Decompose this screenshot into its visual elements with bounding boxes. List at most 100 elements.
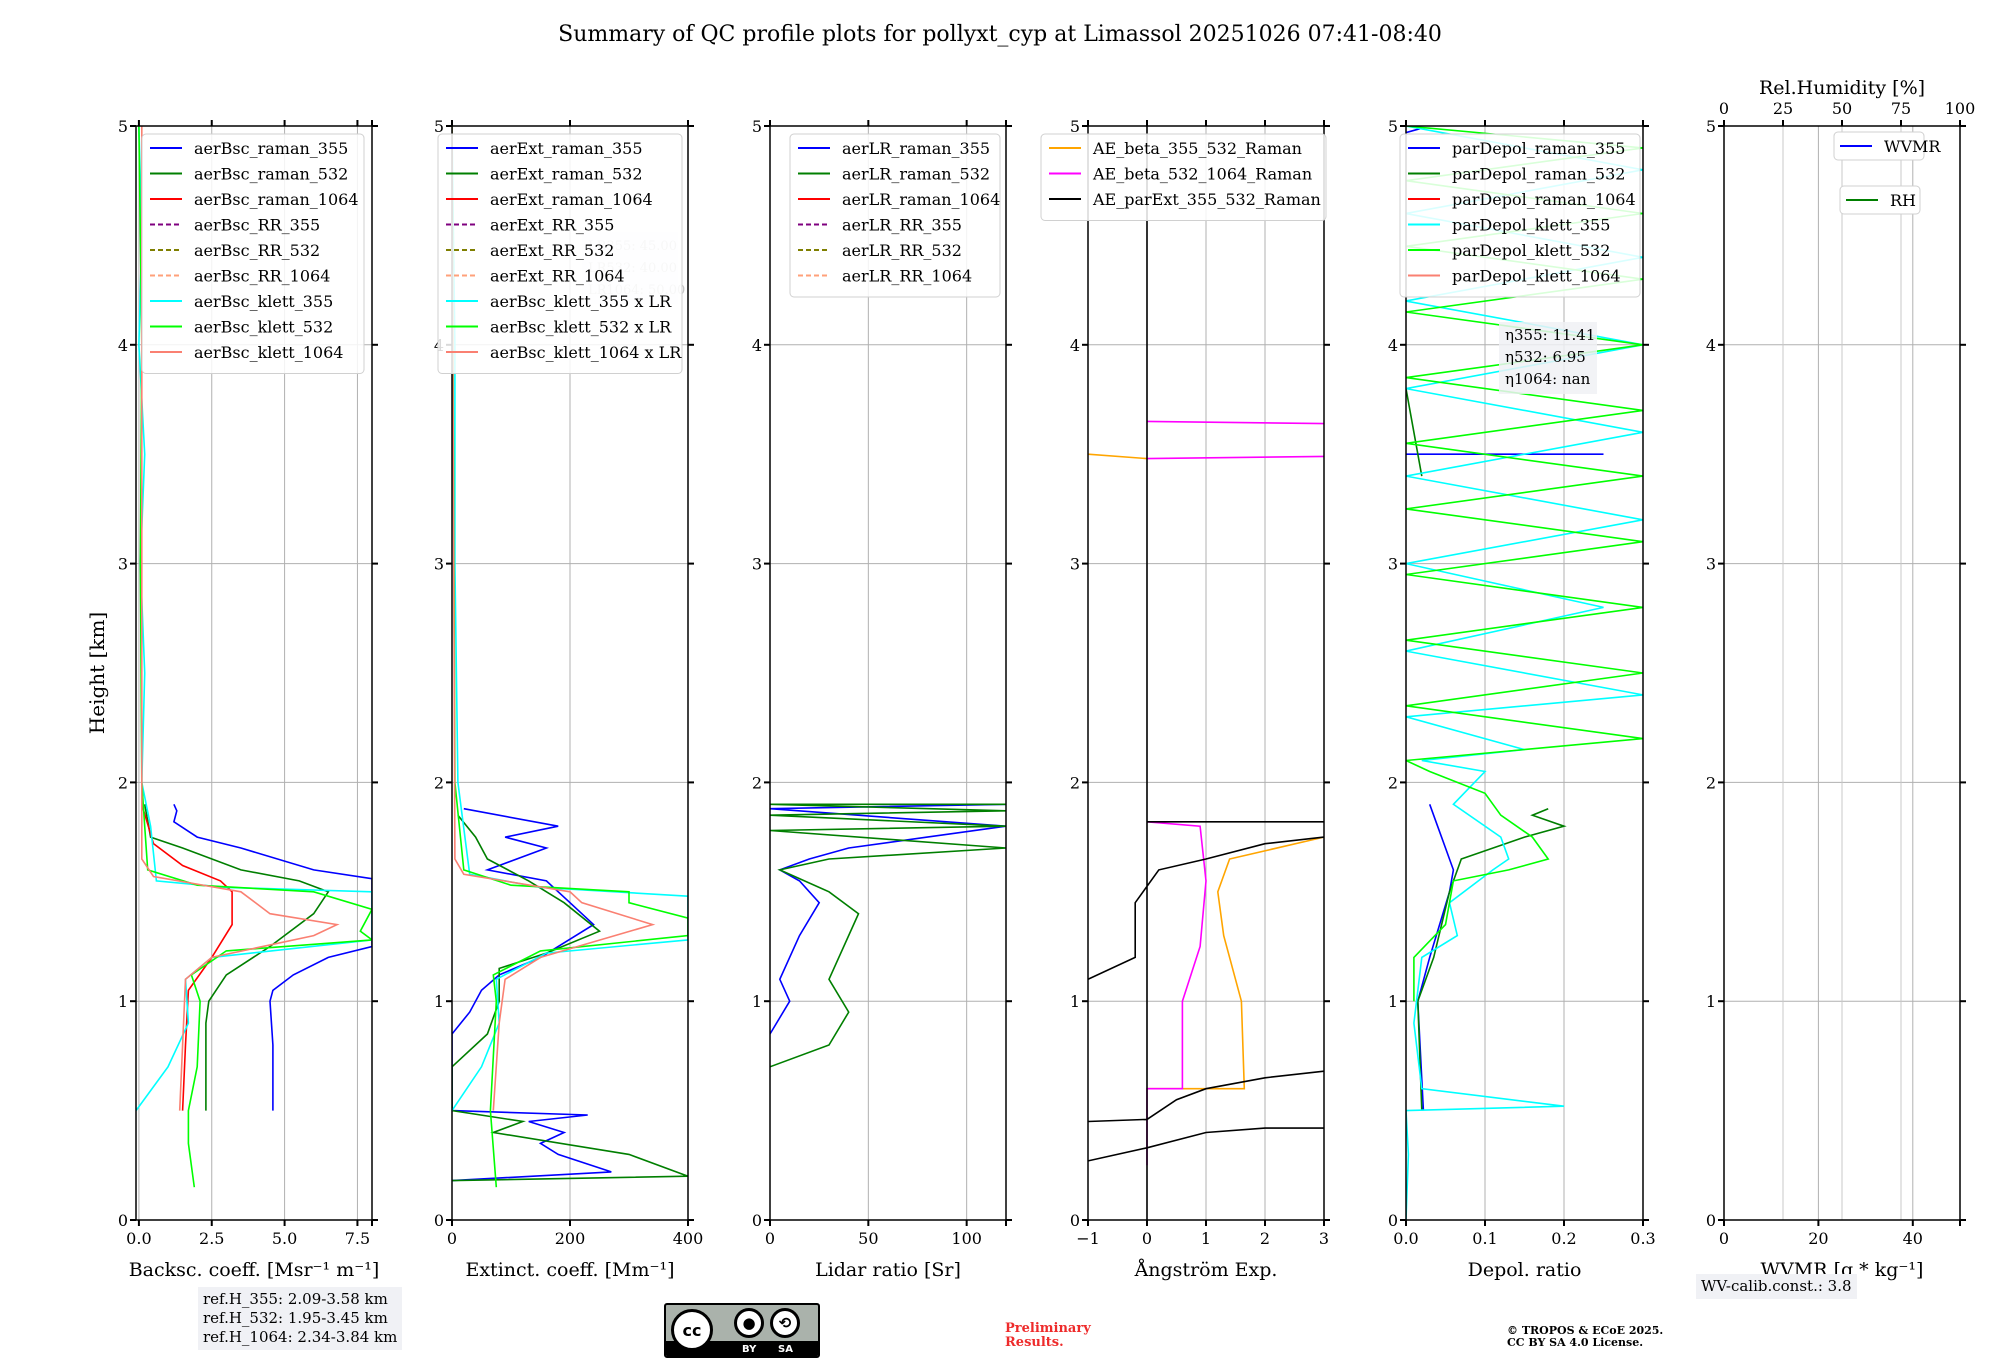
series-line-ae-beta-532-1064-raman [1146,420,1324,1166]
copyright-line-2: CC BY SA 4.0 License. [1507,1336,1644,1349]
x-tick-label: 0 [1142,1229,1152,1248]
y-tick-label: 1 [434,992,444,1011]
y-tick-label: 3 [1388,555,1398,574]
y-tick-label: 4 [1070,336,1080,355]
legend-label: aerBsc_RR_355 [194,216,320,235]
series-line-aerbsc-klett-355 [136,126,372,1112]
ref-height-355: ref.H_355: 2.09-3.58 km [203,1290,388,1308]
y-tick-label: 1 [118,992,128,1011]
series-line-aerbsc-klett-1064-x-lr [452,126,656,1111]
legend-label: aerBsc_raman_532 [194,165,348,184]
cc-icon: cc [671,1309,713,1351]
legend-label: aerExt_RR_1064 [490,267,625,286]
series-line-aerlr-raman-532 [770,803,1006,1068]
y-tick-label: 4 [1388,336,1398,355]
legend-label: parDepol_raman_532 [1452,165,1625,184]
series-line-aerext-raman-532 [452,814,688,1182]
x-tick-label: 3 [1319,1229,1329,1248]
legend-label: aerLR_raman_532 [842,165,990,184]
top-x-tick-label: 25 [1773,99,1793,118]
x-tick-label: 5.0 [272,1229,297,1248]
legend-frame [1040,133,1327,221]
legend-label: AE_parExt_355_532_Raman [1092,190,1321,209]
x-tick-label: 100 [951,1229,982,1248]
legend-label: aerBsc_klett_355 [194,292,333,311]
y-axis-label: Height [km] [85,612,109,734]
series-line-aerbsc-raman-532 [143,804,330,1111]
series-group [770,803,1006,1068]
legend-label: AE_beta_355_532_Raman [1092,139,1302,158]
series-group [1406,126,1643,1220]
y-tick-label: 4 [752,336,762,355]
x-tick-label: −1 [1076,1229,1100,1248]
legend-frame [141,133,365,374]
y-tick-label: 2 [1388,773,1398,792]
x-tick-label: 0.2 [1551,1229,1576,1248]
series-line-aerbsc-raman-1064 [141,804,233,1111]
series-line-pardepol-raman-532 [1406,388,1567,1111]
y-tick-label: 1 [1070,992,1080,1011]
y-tick-label: 0 [434,1211,444,1230]
y-tick-label: 5 [434,117,444,136]
top-x-tick-label: 0 [1719,99,1729,118]
legend-label: aerBsc_klett_532 [194,318,333,337]
x-tick-label: 0.3 [1630,1229,1655,1248]
legend: parDepol_raman_355 parDepol_raman_532 parD… [1399,133,1641,298]
reference-heights-box: ref.H_355: 2.09-3.58 km ref.H_532: 1.95-… [198,1287,403,1350]
legend-label: aerLR_RR_532 [842,241,962,260]
legend-label: parDepol_klett_355 [1452,216,1610,235]
overlay-note-box [1499,322,1597,394]
x-tick-label: 0.0 [126,1229,151,1248]
y-tick-label: 0 [1070,1211,1080,1230]
attribution-person-icon: ● [734,1308,764,1338]
top-x-tick-label: 50 [1832,99,1852,118]
legend-label: aerExt_raman_355 [490,139,643,158]
x-tick-label: 0 [447,1229,457,1248]
top-x-axis-label: Rel.Humidity [%] [1759,77,1925,99]
series-line-aerbsc-raman-355 [172,803,372,1111]
y-tick-label: 0 [118,1211,128,1230]
x-tick-label: 40 [1903,1229,1923,1248]
top-x-tick-label: 100 [1945,99,1976,118]
y-tick-label: 4 [118,336,128,355]
legend: aerLR_raman_355 aerLR_raman_532 aerLR_rama… [789,133,1001,298]
y-tick-label: 3 [752,555,762,574]
y-tick-label: 2 [1706,773,1716,792]
panel-ext: 0123450200400Extinct. coeff. [Mm⁻¹]LR355… [434,117,703,1281]
legend-frame [1399,133,1641,298]
y-tick-label: 0 [1706,1211,1716,1230]
legend-label: aerBsc_klett_355 x LR [490,292,672,311]
legend-label: aerBsc_RR_532 [194,241,320,260]
legend-label: parDepol_klett_532 [1452,241,1610,260]
y-tick-label: 4 [1706,336,1716,355]
ref-height-532: ref.H_532: 1.95-3.45 km [203,1309,388,1327]
panel-bsc: 0 1 2 3 4 5 0.0 2.5 5.0 7.5 Backsc. coeff. [Msr⁻¹ … [118,117,379,1281]
top-x-tick-label: 75 [1891,99,1911,118]
legend-label: aerExt_raman_1064 [490,190,653,209]
legend: aerExt_raman_355 aerExt_raman_532 aerExt_r… [437,133,683,374]
y-tick-label: 5 [1070,117,1080,136]
y-tick-label: 3 [1706,555,1716,574]
axes-frame [135,125,373,1221]
legend-label: parDepol_klett_1064 [1452,267,1621,286]
x-axis-label: Depol. ratio [1468,1259,1582,1281]
y-tick-label: 0 [752,1211,762,1230]
series-line-aerbsc-klett-532-x-lr [452,126,688,1188]
legend-label: aerBsc_raman_1064 [194,190,359,209]
y-tick-label: 2 [1070,773,1080,792]
legend-label: aerLR_raman_1064 [842,190,1000,209]
legend-label: aerBsc_klett_1064 x LR [490,343,682,362]
wv-calib-box: WV-calib.const.: 3.8 [1696,1274,1857,1299]
legend-label: aerBsc_klett_532 x LR [490,318,672,337]
legend-label: aerBsc_raman_355 [194,139,348,158]
copyright-line-1: © TROPOS & ECoE 2025. [1507,1324,1664,1337]
x-tick-label: 400 [673,1229,704,1248]
copyright-note: © TROPOS & ECoE 2025. CC BY SA 4.0 Licen… [1507,1325,1663,1349]
share-alike-icon: ⟲ [770,1308,800,1338]
cc-license-badge: cc ● ⟲ BY SA [664,1303,820,1358]
x-axis-label: Backsc. coeff. [Msr⁻¹ m⁻¹] [129,1259,380,1281]
legend-label: parDepol_raman_1064 [1452,190,1636,209]
